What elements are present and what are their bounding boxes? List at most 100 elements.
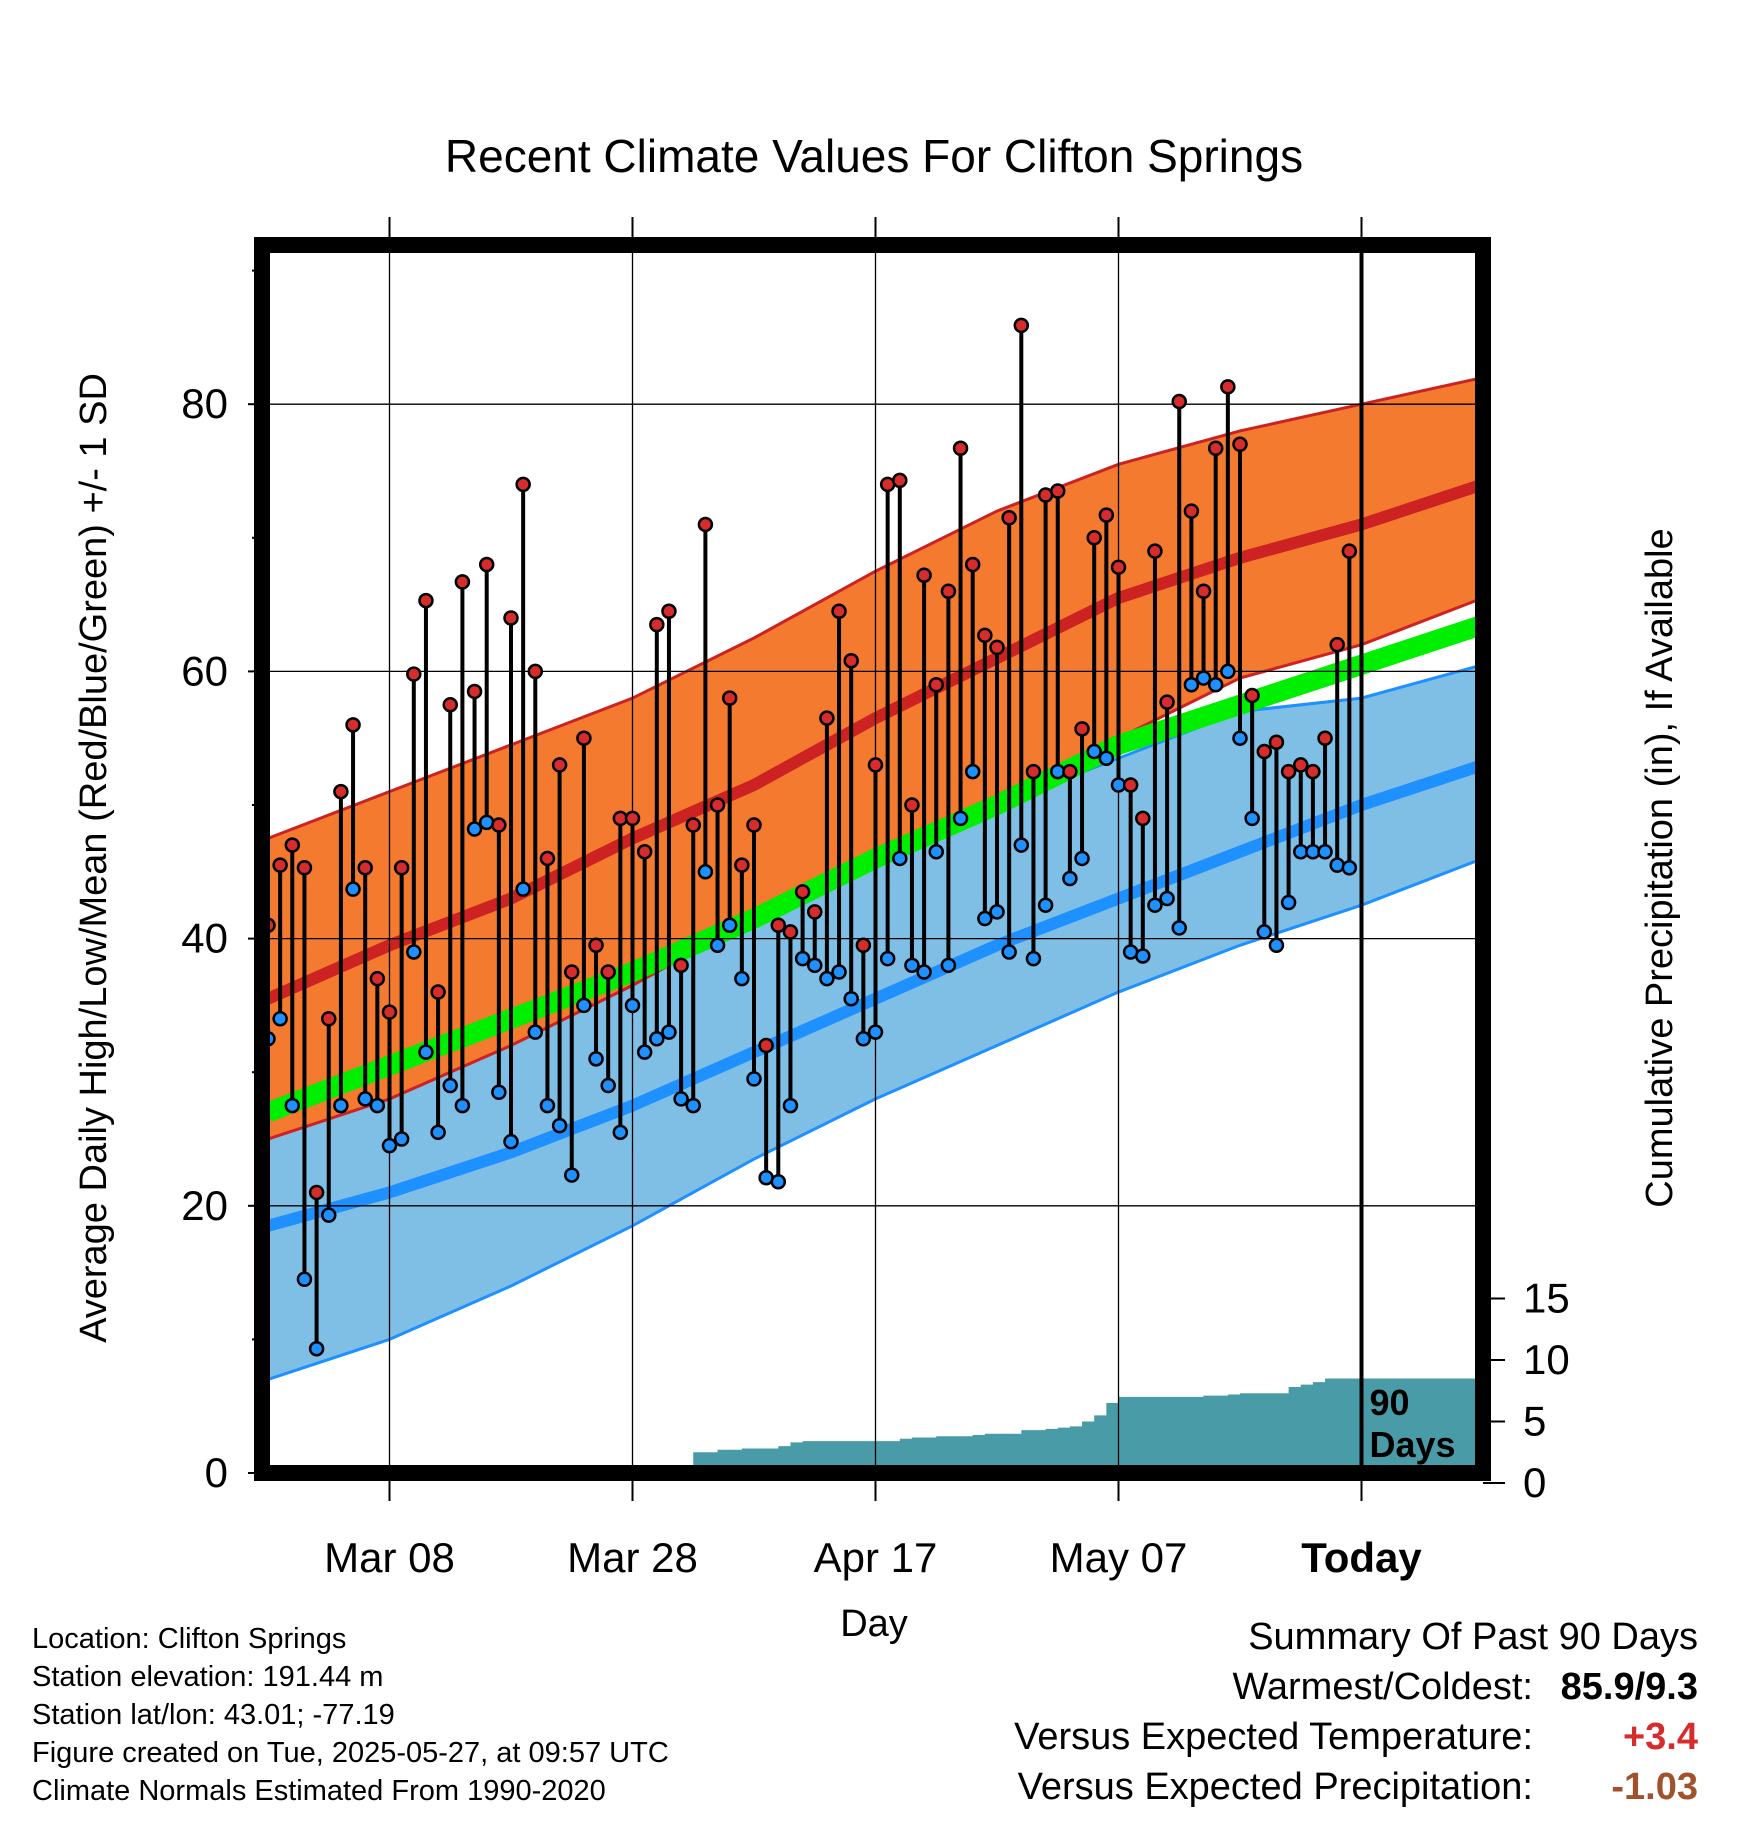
high-point [284,837,301,853]
high-point [1244,687,1260,704]
x-axis-title: Day [840,1603,908,1645]
summary-warm-cold: Warmest/Coldest: 85.9/9.3 [1014,1662,1698,1712]
low-point [904,957,920,974]
low-point [952,810,969,827]
high-point [1171,393,1187,410]
high-point [381,1004,398,1020]
low-point [1280,894,1297,911]
low-point [661,1024,677,1040]
low-point [272,1011,288,1027]
temp-value: +3.4 [1622,1716,1698,1758]
summary-temp: Versus Expected Temperature: +3.4 [1014,1712,1698,1762]
low-point [588,1051,604,1067]
low-point [673,1091,689,1107]
high-point [430,984,446,1000]
high-point [588,937,604,954]
low-point [843,990,859,1007]
high-point [1159,694,1175,710]
high-point [819,710,835,726]
low-point [697,864,714,880]
summary-title-text: Summary Of Past 90 Days [1248,1616,1698,1658]
low-point [1317,844,1333,860]
low-point [1329,857,1345,873]
info-elevation: Station elevation: 191.44 m [32,1661,384,1693]
high-point [321,1011,337,1027]
high-point [357,860,373,876]
high-point [721,690,738,706]
low-point [393,1131,410,1147]
low-point [1025,950,1042,967]
high-point [1098,507,1115,523]
info-location: Location: Clifton Springs [32,1623,347,1655]
high-point [916,567,932,583]
high-point [1062,763,1078,780]
low-point [831,964,847,980]
info-latlon: Station lat/lon: 43.01; -77.19 [32,1699,395,1731]
low-point [1086,743,1102,760]
low-point [1013,837,1030,853]
axes: 0 20 40 60 80 0 5 10 15 Mar 08 Mar 28 Apr 17 May 07 T… [181,217,1570,1581]
high-point [333,783,349,800]
low-point [940,957,957,974]
station-info: Location: Clifton Springs Station elevat… [32,1620,669,1810]
high-point [576,730,592,746]
low-point [515,881,531,897]
high-point [1207,440,1224,457]
low-point [916,964,932,980]
low-point [1098,750,1115,766]
high-point [855,937,872,954]
x-tick-label: Mar 28 [567,1534,698,1581]
high-point [673,957,689,974]
high-point [418,592,434,609]
high-point [551,757,568,773]
summary-title: Summary Of Past 90 Days [1014,1612,1698,1662]
high-point [624,810,641,827]
low-point [636,1044,653,1060]
low-point [491,1084,507,1100]
high-point [393,860,410,876]
high-point [1050,483,1066,499]
low-point [1268,937,1285,954]
high-point [600,964,616,980]
low-point [819,970,835,987]
low-point [478,814,495,831]
low-point [685,1097,701,1114]
high-point [539,850,556,867]
low-point [1135,948,1151,964]
temp-label: Versus Expected Temperature: [1014,1716,1533,1758]
y-tick-label: 60 [181,647,228,694]
high-point [272,857,288,873]
high-point [831,603,847,620]
low-point [770,1174,787,1190]
high-point [1086,530,1102,546]
warm-cold-label: Warmest/Coldest: [1232,1666,1533,1708]
low-point [564,1167,580,1183]
high-point [892,472,908,489]
low-point [1001,944,1017,960]
high-point [636,844,653,860]
low-point [1074,850,1090,867]
low-point [892,850,908,867]
high-point [746,817,762,833]
y2-tick-label: 0 [1523,1459,1546,1506]
high-point [1329,636,1345,653]
low-point [369,1097,386,1114]
high-point [1135,810,1151,827]
low-point [1171,920,1187,936]
high-point [867,757,884,773]
low-point [576,997,592,1014]
low-point [1341,860,1358,876]
summary-panel: Summary Of Past 90 Days Warmest/Coldest:… [1014,1612,1698,1812]
high-point [1074,721,1090,737]
y2-axis-title: Cumulative Precipitation (in), If Availa… [1639,528,1681,1207]
warm-cold-value: 85.9/9.3 [1560,1666,1698,1708]
low-point [1147,897,1163,913]
low-point [855,1031,872,1047]
high-point [649,616,665,633]
high-point [977,627,993,644]
high-point [843,652,859,669]
low-point [928,844,944,860]
low-point [1159,890,1175,907]
